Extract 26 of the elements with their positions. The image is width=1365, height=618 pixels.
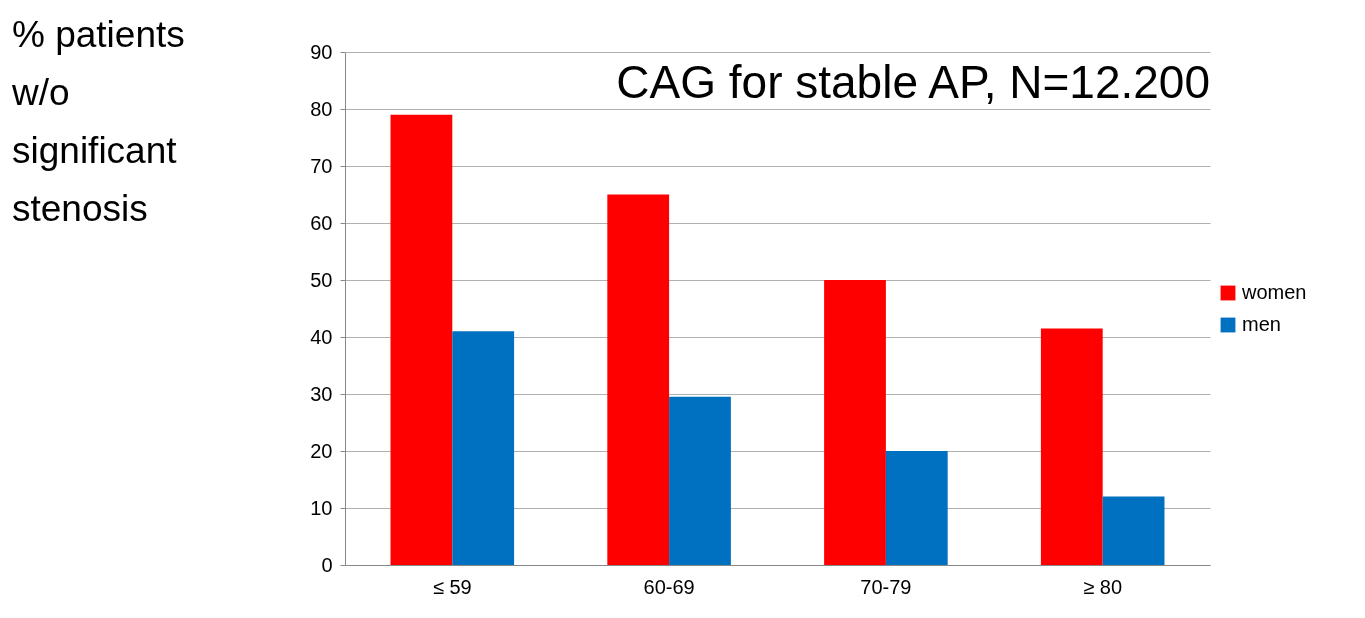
y-axis-title: % patients w/o significant stenosis — [12, 13, 186, 231]
y-tick-label: 30 — [310, 382, 333, 405]
y-tick-label: 20 — [310, 439, 333, 462]
x-tick-label: ≥ 80 — [1083, 575, 1123, 598]
x-tick-label: 70-79 — [860, 575, 912, 598]
x-tick-label: ≤ 59 — [432, 575, 472, 598]
bar — [607, 194, 670, 565]
bar — [452, 331, 515, 565]
bar — [669, 396, 731, 565]
bar — [1102, 496, 1165, 565]
y-tick-label: 60 — [310, 211, 333, 234]
x-tick-label: 60-69 — [643, 575, 695, 598]
y-tick-label: 0 — [321, 553, 333, 576]
legend-label: men — [1242, 313, 1281, 335]
bar — [390, 114, 453, 565]
y-tick-label: 50 — [310, 268, 333, 291]
y-tick-label: 40 — [310, 325, 333, 348]
bar — [1040, 328, 1103, 565]
y-tick-label: 90 — [310, 40, 333, 63]
legend-label: women — [1241, 281, 1307, 303]
y-tick-label: 10 — [310, 496, 333, 519]
y-tick-label: 80 — [310, 97, 333, 120]
bar — [885, 451, 948, 565]
chart-title: CAG for stable AP, N=12.200 — [616, 56, 1210, 108]
bar — [824, 280, 886, 565]
y-tick-label: 70 — [310, 154, 333, 177]
